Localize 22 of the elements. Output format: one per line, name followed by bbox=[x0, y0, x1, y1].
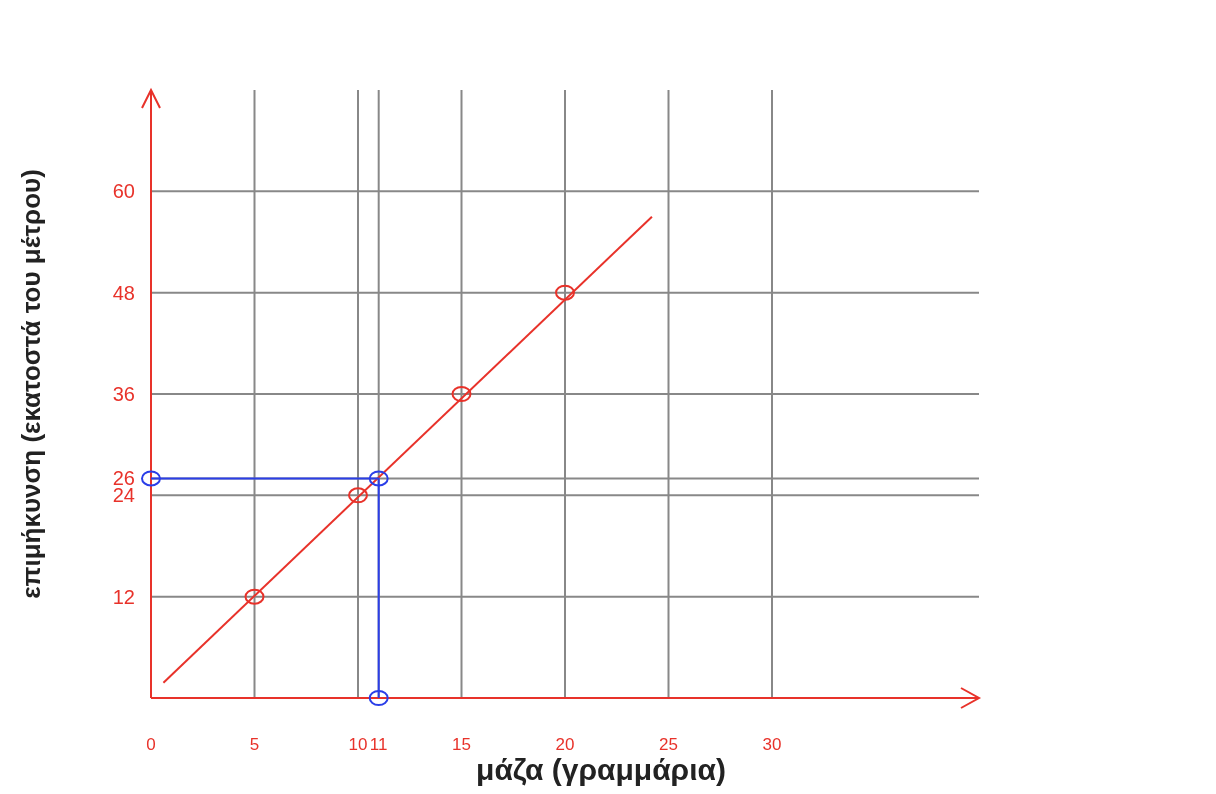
point bbox=[244, 588, 265, 605]
x-tick-label: 15 bbox=[452, 735, 471, 754]
point bbox=[141, 470, 161, 487]
x-tick-label: 10 bbox=[348, 735, 368, 754]
y-tick-label: 12 bbox=[112, 585, 135, 608]
x-tick-label: 5 bbox=[249, 735, 260, 754]
y-tick-label: 60 bbox=[112, 180, 135, 203]
point bbox=[368, 690, 389, 706]
y-axis-title: επιμήκυνση (εκατοστά του μέτρου) bbox=[16, 169, 46, 599]
point bbox=[368, 470, 389, 487]
y-tick-label: 24 bbox=[112, 484, 135, 507]
x-tick-label: 25 bbox=[659, 735, 678, 754]
y-tick-label: 36 bbox=[112, 383, 135, 405]
y-tick-label: 48 bbox=[112, 281, 135, 304]
x-tick-label: 11 bbox=[369, 735, 388, 754]
x-tick-label: 20 bbox=[555, 735, 575, 754]
x-tick-label: 0 bbox=[146, 735, 156, 754]
x-tick-label: 30 bbox=[762, 735, 782, 754]
x-axis-title: μάζα (γραμμάρια) bbox=[476, 753, 726, 786]
point bbox=[555, 284, 575, 301]
point bbox=[451, 386, 472, 402]
point bbox=[348, 487, 368, 504]
